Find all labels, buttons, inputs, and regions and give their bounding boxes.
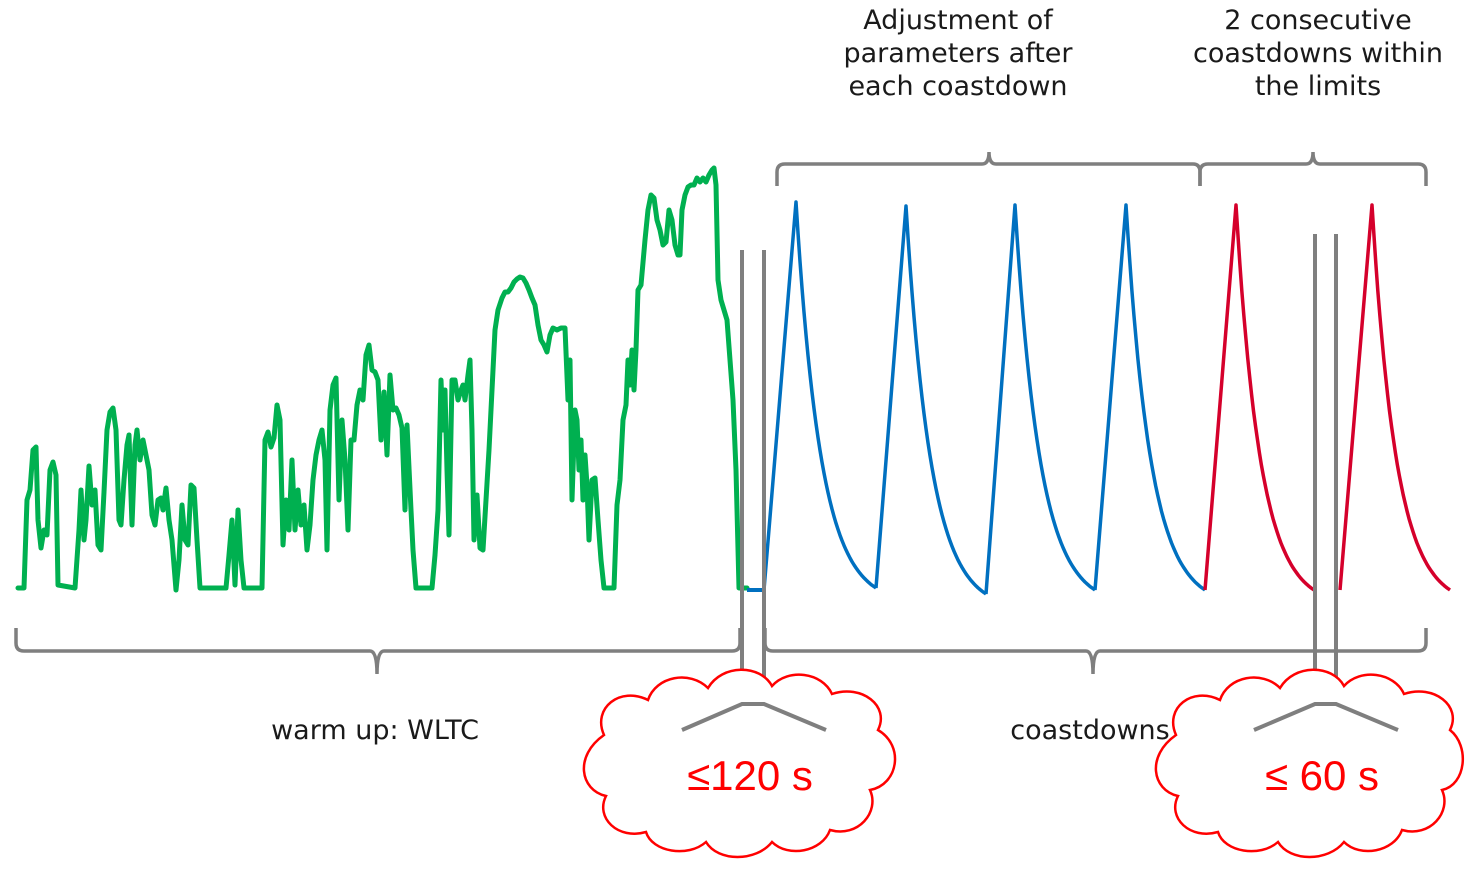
callout-pointer [1253, 702, 1399, 732]
coastdown-adjust-traces [762, 200, 1207, 596]
cloud-callout-60s [1154, 668, 1464, 859]
cloud-shape [582, 668, 897, 859]
brace-warmup [14, 628, 742, 675]
cloud-callout-120s [582, 668, 897, 859]
coastdown-valid-traces [1203, 203, 1452, 592]
brace-consecutive [1198, 151, 1428, 186]
cloud-label-60s: ≤ 60 s [1264, 752, 1380, 799]
label-warmup: warm up: WLTC [271, 715, 479, 746]
callout-pointer [681, 702, 827, 732]
timing-markers [740, 234, 1338, 704]
cloud-shape [1154, 668, 1464, 859]
label-coastdowns: coastdowns [1010, 715, 1170, 746]
brace-coastdowns [763, 628, 1428, 675]
wltc-speed-trace [15, 165, 750, 593]
label-adjustment: Adjustment of parameters after each coas… [843, 5, 1073, 102]
label-consecutive: 2 consecutive coastdowns within the limi… [1193, 5, 1443, 102]
cloud-label-120s: ≤120 s [687, 752, 813, 799]
brace-adjustment [775, 151, 1202, 186]
